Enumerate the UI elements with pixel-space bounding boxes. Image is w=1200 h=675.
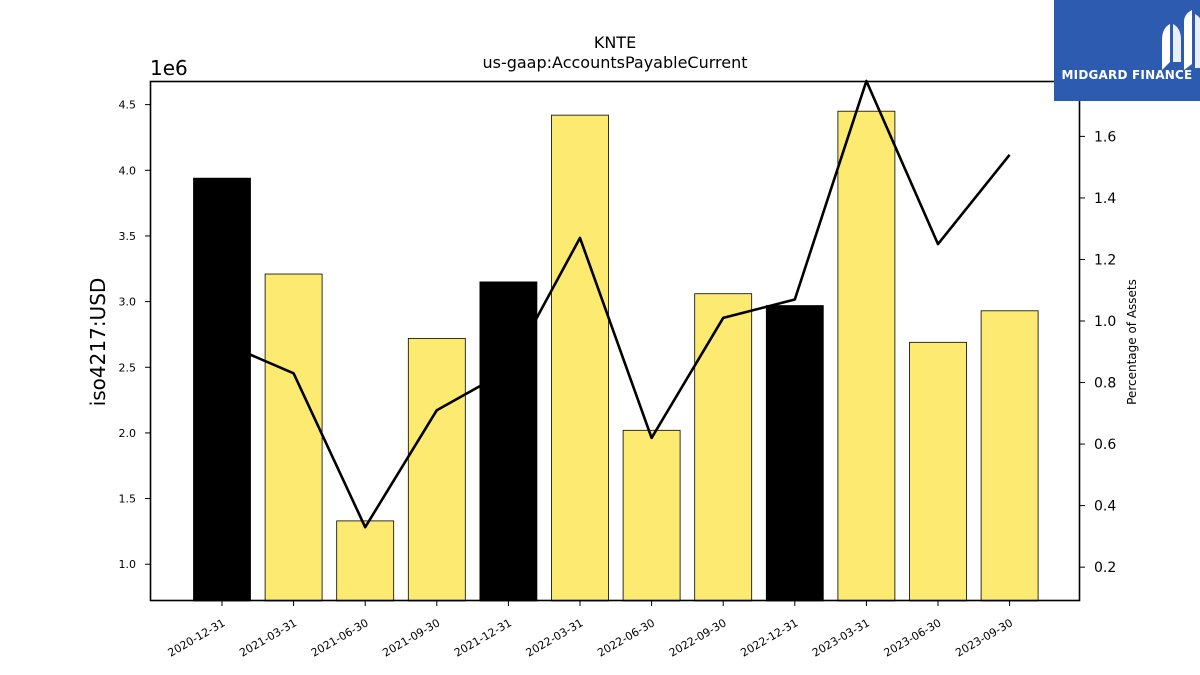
y-tick-label: 2.0 [119,427,137,440]
y-tick-label: 1.5 [119,493,137,506]
x-tick-label: 2020-12-31 [166,616,228,659]
x-tick-label: 2021-12-31 [452,616,514,659]
percentage-line [221,79,1011,529]
y2-tick-label: 0.2 [1094,560,1116,576]
y-tick-label: 3.5 [119,230,137,243]
x-tick-label: 2021-06-30 [309,616,371,659]
bar-2021-12-31 [479,281,538,602]
y-tick-label: 4.5 [119,99,137,112]
y2-tick-label: 1.2 [1094,252,1116,268]
y2-tick-label: 1.0 [1094,314,1116,330]
y2-axis-label: Percentage of Assets [1125,279,1139,405]
y-tick-label: 2.5 [119,361,137,374]
y2-tick-label: 0.4 [1094,499,1116,515]
bar-2022-06-30 [622,429,681,602]
x-tick-label: 2022-12-31 [738,616,800,659]
y-offset-label: 1e6 [150,56,188,80]
x-tick-label: 2023-03-31 [810,616,872,659]
y2-tick-label: 0.8 [1094,376,1116,392]
x-tick-label: 2021-09-30 [380,616,442,659]
bar-2022-09-30 [694,293,753,602]
bar-2021-09-30 [407,337,466,602]
y-tick-label: 3.0 [119,296,137,309]
x-tick-label: 2023-09-30 [953,616,1015,659]
bar-2022-03-31 [551,114,609,602]
x-tick-label: 2023-06-30 [882,616,944,659]
y-tick-label: 4.0 [119,164,137,177]
bar-2023-09-30 [980,310,1039,602]
brand-name: MIDGARD FINANCE [1061,68,1193,82]
y2-tick-label: 0.6 [1094,437,1116,453]
x-tick-label: 2022-03-31 [524,616,586,659]
x-tick-label: 2021-03-31 [237,616,299,659]
mf-monogram-icon [1162,10,1200,70]
y-tick-label: 1.0 [119,558,137,571]
plot-frame [149,80,1081,602]
y-axis-label: iso4217:USD [86,278,110,407]
bar-2021-03-31 [264,273,323,602]
chart-title: KNTE [594,33,636,52]
bar-2021-06-30 [336,520,395,602]
chart-subtitle: us-gaap:AccountsPayableCurrent [482,53,747,72]
brand-logo: MIDGARD FINANCE [1054,0,1200,101]
bar-2023-03-31 [837,110,896,602]
x-tick-label: 2022-06-30 [595,616,657,659]
bar-2022-12-31 [765,305,824,602]
y2-tick-label: 1.6 [1094,129,1116,145]
y2-tick-label: 1.4 [1094,191,1116,207]
bar-2020-12-31 [193,177,251,602]
x-tick-label: 2022-09-30 [667,616,729,659]
bar-2023-06-30 [909,341,967,602]
